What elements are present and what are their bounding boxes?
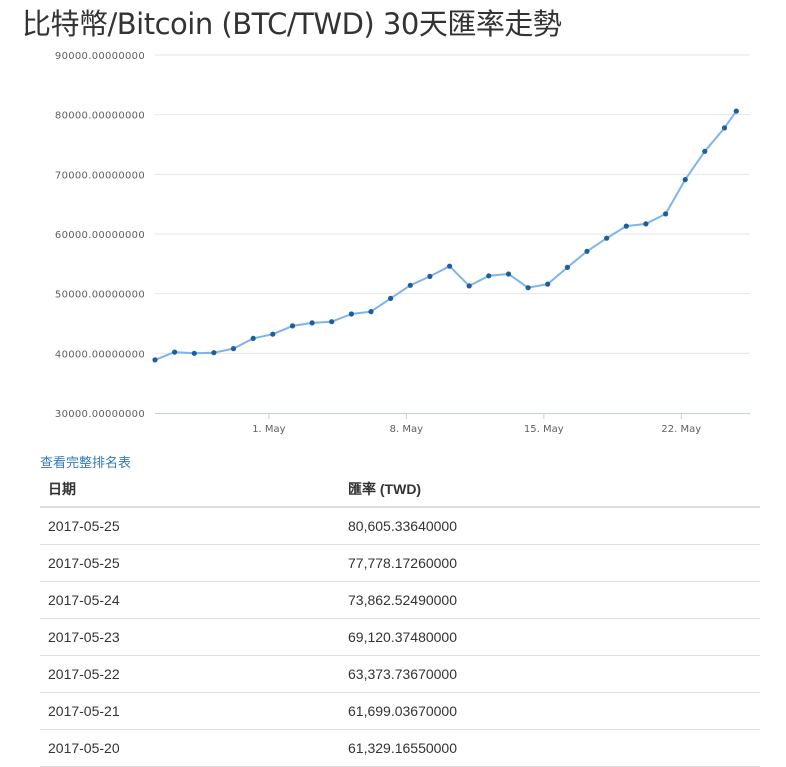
grid-lines — [155, 54, 750, 354]
data-point — [427, 273, 433, 279]
data-point — [230, 346, 237, 352]
data-point — [663, 211, 669, 217]
data-point — [172, 349, 178, 355]
page-title: 比特幣/Bitcoin (BTC/TWD) 30天匯率走勢 — [22, 7, 562, 41]
data-point — [388, 295, 394, 301]
date-cell: 2017-05-25 — [40, 507, 340, 545]
rate-cell: 61,329.16550000 — [340, 729, 760, 767]
data-point — [702, 148, 708, 154]
data-point — [721, 125, 728, 131]
table-row: 2017-05-25 77,778.17260000 — [40, 544, 760, 582]
x-axis: 1. May 8. May 15. May 22. May — [155, 413, 750, 435]
data-point — [505, 271, 512, 277]
x-tick-label: 8. May — [390, 424, 423, 435]
series-btc-twd — [152, 108, 739, 363]
x-tick-label: 15. May — [524, 424, 564, 435]
data-point — [368, 309, 374, 315]
date-cell: 2017-05-23 — [40, 618, 340, 656]
data-point — [584, 248, 590, 254]
data-point — [564, 264, 571, 270]
rate-cell: 69,120.37480000 — [340, 618, 760, 656]
data-point — [329, 319, 335, 325]
data-point — [191, 350, 197, 356]
data-point — [152, 357, 158, 363]
table-row: 2017-05-24 73,862.52490000 — [40, 581, 760, 619]
table-header-row: 日期 匯率 (TWD) — [40, 472, 760, 508]
data-point — [407, 282, 413, 288]
rates-table: 日期 匯率 (TWD) 2017-05-25 80,605.33640000 2… — [40, 472, 760, 767]
data-point — [623, 223, 629, 229]
y-tick-label: 40000.00000000 — [55, 349, 145, 360]
rate-chart: 30000.00000000 40000.00000000 50000.000000… — [55, 51, 750, 435]
y-tick-label: 80000.00000000 — [55, 111, 145, 122]
rate-cell: 63,373.73670000 — [340, 655, 760, 693]
table-row: 2017-05-25 80,605.33640000 — [40, 507, 760, 545]
y-tick-label: 90000.00000000 — [55, 51, 145, 62]
data-point — [270, 331, 276, 337]
date-cell: 2017-05-25 — [40, 544, 340, 582]
table-row: 2017-05-22 63,373.73670000 — [40, 655, 760, 693]
x-tick-label: 1. May — [252, 424, 285, 435]
y-tick-label: 70000.00000000 — [55, 170, 145, 181]
data-point — [604, 235, 610, 241]
table-row: 2017-05-21 61,699.03670000 — [40, 692, 760, 730]
data-point — [545, 281, 551, 287]
rate-cell: 73,862.52490000 — [340, 581, 760, 619]
y-tick-label: 50000.00000000 — [55, 290, 145, 301]
table-row: 2017-05-23 69,120.37480000 — [40, 618, 760, 656]
y-axis-labels: 30000.00000000 40000.00000000 50000.000000… — [55, 51, 145, 420]
y-tick-label: 30000.00000000 — [55, 409, 145, 420]
table-row: 2017-05-20 61,329.16550000 — [40, 729, 760, 767]
date-column-header: 日期 — [40, 472, 340, 508]
data-point — [733, 108, 739, 114]
data-point — [447, 263, 453, 269]
full-ranking-link[interactable]: 查看完整排名表 — [40, 456, 132, 471]
data-point — [348, 311, 354, 317]
y-tick-label: 60000.00000000 — [55, 230, 145, 241]
date-cell: 2017-05-22 — [40, 655, 340, 693]
data-point — [309, 320, 315, 326]
rate-cell: 61,699.03670000 — [340, 692, 760, 730]
series-line — [154, 110, 738, 361]
data-point — [466, 283, 472, 289]
rate-cell: 80,605.33640000 — [340, 507, 760, 545]
date-cell: 2017-05-20 — [40, 729, 340, 767]
data-point — [211, 350, 217, 356]
data-point — [486, 273, 492, 279]
rate-cell: 77,778.17260000 — [340, 544, 760, 582]
data-point — [643, 221, 649, 227]
data-point — [250, 335, 256, 341]
date-cell: 2017-05-24 — [40, 581, 340, 619]
rate-column-header: 匯率 (TWD) — [340, 472, 760, 508]
data-point — [525, 285, 531, 291]
date-cell: 2017-05-21 — [40, 692, 340, 730]
x-tick-label: 22. May — [661, 424, 701, 435]
data-point — [289, 323, 296, 329]
data-point — [682, 177, 688, 183]
